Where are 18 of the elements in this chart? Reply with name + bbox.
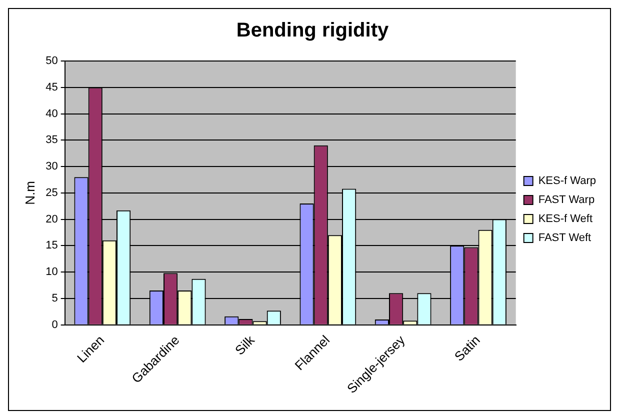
y-tick-label: 40 <box>46 108 58 120</box>
y-tick-label: 0 <box>52 318 58 331</box>
legend-label: KES-f Warp <box>538 175 596 188</box>
y-tick-label: 45 <box>46 81 58 94</box>
legend-label: FAST Warp <box>538 194 595 206</box>
x-tick-label: Silk <box>232 332 258 358</box>
y-tick-label: 30 <box>46 160 58 173</box>
y-tick-label: 5 <box>52 292 58 304</box>
legend-label: FAST Weft <box>538 232 592 244</box>
y-axis-title: N.m <box>22 180 38 205</box>
y-tick-label: 50 <box>46 55 58 68</box>
y-tick-label: 35 <box>46 134 58 146</box>
chart-title: Bending rigidity <box>236 20 390 42</box>
y-tick-label: 20 <box>46 213 58 226</box>
y-tick-label: 25 <box>46 186 58 199</box>
y-tick-label: 10 <box>46 266 58 278</box>
y-tick-label: 15 <box>46 240 58 252</box>
legend-label: KES-f Weft <box>538 213 593 226</box>
